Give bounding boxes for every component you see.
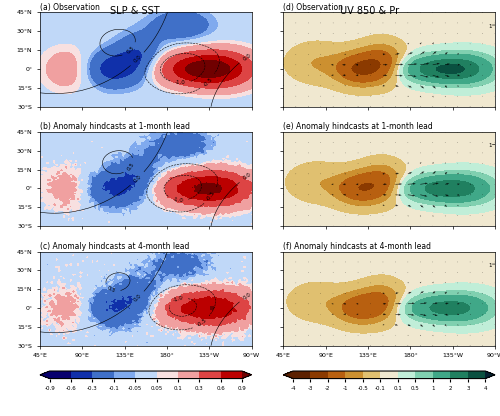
Text: (a) Observation: (a) Observation (40, 2, 100, 12)
Text: 1: 1 (488, 24, 492, 29)
Text: -1.0: -1.0 (172, 197, 184, 203)
PathPatch shape (40, 371, 50, 379)
Text: 0.0: 0.0 (132, 54, 142, 64)
Text: 0.5: 0.5 (126, 45, 136, 55)
Text: 0.0: 0.0 (242, 52, 252, 62)
Text: -0.5: -0.5 (206, 190, 216, 202)
Text: 1: 1 (488, 262, 492, 267)
Text: 0.0: 0.0 (242, 172, 252, 181)
Text: (b) Anomaly hindcasts at 1-month lead: (b) Anomaly hindcasts at 1-month lead (40, 122, 190, 131)
Text: 0.5: 0.5 (106, 286, 117, 294)
Text: -1.0: -1.0 (172, 295, 184, 303)
Text: SLP & SST: SLP & SST (110, 6, 160, 16)
Text: 0.0: 0.0 (132, 174, 142, 183)
Text: (c) Anomaly hindcasts at 4-month lead: (c) Anomaly hindcasts at 4-month lead (40, 242, 190, 251)
PathPatch shape (242, 371, 252, 379)
Text: -0.5: -0.5 (202, 76, 213, 87)
Text: -1.0: -1.0 (175, 80, 186, 86)
Text: -0.5: -0.5 (196, 318, 207, 328)
Text: (e) Anomaly hindcasts at 1-month lead: (e) Anomaly hindcasts at 1-month lead (284, 122, 433, 131)
Text: 0.0: 0.0 (242, 292, 252, 301)
PathPatch shape (486, 371, 495, 379)
Text: (f) Anomaly hindcasts at 4-month lead: (f) Anomaly hindcasts at 4-month lead (284, 242, 432, 251)
PathPatch shape (284, 371, 293, 379)
Text: 0.0: 0.0 (132, 293, 142, 303)
Text: (d) Observation: (d) Observation (284, 2, 344, 12)
Text: 1: 1 (488, 143, 492, 148)
Text: 0.5: 0.5 (126, 161, 136, 171)
Text: UV 850 & Pr: UV 850 & Pr (340, 6, 400, 16)
